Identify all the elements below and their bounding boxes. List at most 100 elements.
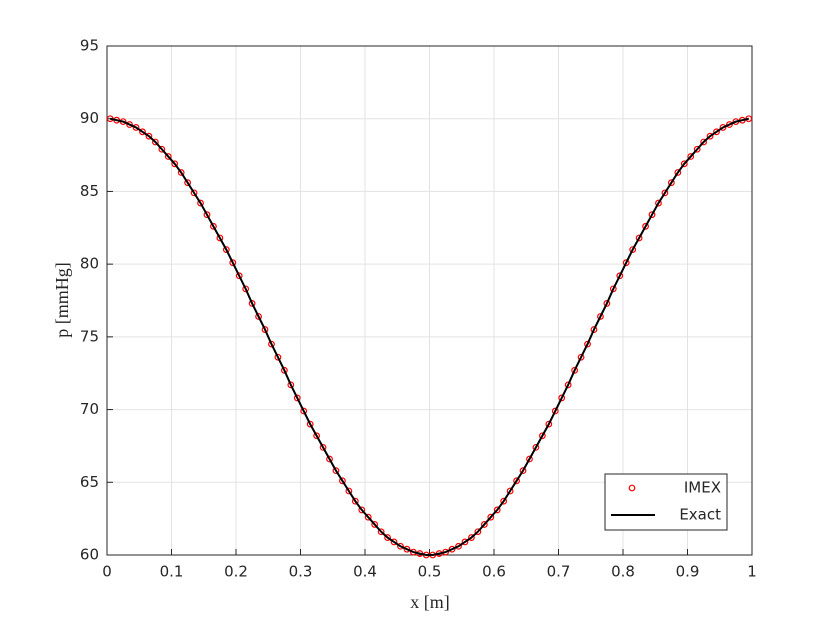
y-tick-label: 90 <box>80 109 99 127</box>
data-point <box>706 132 714 140</box>
data-point <box>468 534 475 541</box>
data-point <box>545 420 553 428</box>
data-point <box>661 189 669 197</box>
data-point <box>222 246 230 254</box>
data-point <box>313 432 321 440</box>
legend-box <box>604 473 728 531</box>
data-point <box>629 246 637 254</box>
y-tick-label: 60 <box>80 546 99 564</box>
data-point <box>248 300 256 307</box>
data-point <box>571 366 579 374</box>
data-point <box>184 179 192 187</box>
x-tick-label: 1 <box>747 563 757 581</box>
y-axis-label: p [mmHg] <box>52 262 72 338</box>
data-point <box>564 381 572 389</box>
data-point <box>390 538 398 546</box>
x-tick-label: 0.3 <box>289 563 313 581</box>
data-point <box>616 272 624 280</box>
data-point <box>274 353 282 361</box>
data-point <box>210 222 217 230</box>
data-point <box>526 455 533 463</box>
data-point <box>371 521 379 528</box>
y-tick-label: 70 <box>80 400 99 418</box>
data-point <box>126 121 133 128</box>
data-point <box>693 145 701 153</box>
x-tick-label: 0.6 <box>482 563 506 581</box>
data-point <box>235 272 243 280</box>
data-point <box>139 128 146 136</box>
data-point <box>164 153 172 160</box>
data-point <box>268 340 275 348</box>
x-tick-label: 0.8 <box>611 563 635 581</box>
data-point <box>493 506 501 514</box>
data-point <box>339 477 346 485</box>
data-point <box>177 169 185 176</box>
data-point <box>577 353 585 361</box>
data-point <box>293 394 301 402</box>
data-point <box>603 300 611 307</box>
data-point <box>448 545 456 553</box>
data-point <box>216 234 224 242</box>
legend-marker <box>628 484 636 492</box>
data-point <box>597 313 604 320</box>
data-point <box>500 497 508 505</box>
data-point <box>667 179 675 187</box>
data-point <box>513 477 520 485</box>
y-tick-label: 65 <box>80 473 99 491</box>
data-point <box>280 366 288 374</box>
data-point <box>203 211 211 219</box>
data-point <box>151 138 159 146</box>
data-point <box>642 222 649 230</box>
data-point <box>197 199 204 207</box>
data-point <box>680 160 688 168</box>
data-point <box>351 497 359 505</box>
x-tick-label: 0.4 <box>353 563 377 581</box>
data-point <box>590 326 598 333</box>
data-point <box>345 487 353 495</box>
data-point <box>687 153 695 160</box>
y-tick-label: 85 <box>80 182 99 200</box>
data-point <box>461 538 469 546</box>
data-point <box>145 132 153 140</box>
data-point <box>719 124 727 131</box>
data-point <box>726 121 733 128</box>
data-point <box>558 394 566 402</box>
data-point <box>255 313 262 320</box>
data-point <box>132 124 140 131</box>
legend-label: Exact <box>679 506 721 524</box>
data-point <box>158 145 166 153</box>
x-tick-label: 0.9 <box>676 563 700 581</box>
data-point <box>384 534 391 541</box>
data-point <box>487 513 495 521</box>
data-point <box>332 467 340 475</box>
data-point <box>609 285 617 293</box>
data-point <box>300 407 308 415</box>
data-point <box>506 487 514 495</box>
data-point <box>538 432 546 440</box>
data-point <box>397 542 404 550</box>
data-point <box>190 189 198 197</box>
data-point <box>377 528 385 536</box>
data-point <box>532 443 540 451</box>
data-point <box>622 259 630 267</box>
data-point <box>364 513 372 521</box>
x-axis-label: x [m] <box>410 592 450 612</box>
data-point <box>171 160 179 168</box>
data-point <box>287 381 295 389</box>
data-point <box>551 407 559 415</box>
data-point <box>674 169 682 176</box>
x-tick-label: 0 <box>102 563 112 581</box>
data-point <box>655 199 662 207</box>
data-point <box>319 443 327 451</box>
data-point <box>713 128 720 136</box>
y-tick-label: 75 <box>80 327 99 345</box>
y-tick-label: 95 <box>80 37 99 55</box>
data-point <box>242 285 250 293</box>
x-tick-label: 0.1 <box>160 563 184 581</box>
data-point <box>326 455 333 463</box>
x-tick-label: 0.5 <box>418 563 442 581</box>
data-point <box>648 211 656 219</box>
data-point <box>403 545 411 553</box>
